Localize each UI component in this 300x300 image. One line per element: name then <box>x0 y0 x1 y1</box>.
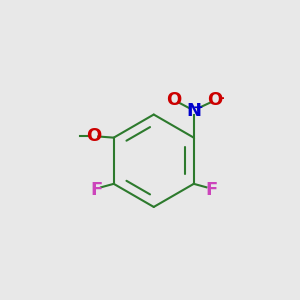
Text: N: N <box>186 102 201 120</box>
Text: F: F <box>90 181 103 199</box>
Text: O: O <box>86 128 102 146</box>
Text: -: - <box>218 91 224 105</box>
Text: F: F <box>205 181 217 199</box>
Text: +: + <box>193 101 203 114</box>
Text: O: O <box>167 91 182 109</box>
Text: O: O <box>207 91 223 109</box>
